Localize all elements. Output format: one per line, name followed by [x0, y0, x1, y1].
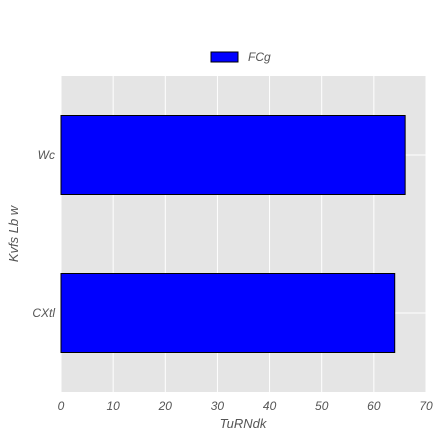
x-tick-label: 20	[158, 399, 173, 413]
bar-Wc	[60, 115, 406, 195]
x-tick-label: 30	[211, 399, 225, 413]
y-tick-labels: CXtl Wc	[32, 148, 55, 320]
legend-swatch	[210, 51, 239, 63]
x-tick-label: 60	[367, 399, 381, 413]
y-axis-label: Kvfs Lb w	[6, 204, 21, 262]
x-tick-label: 0	[58, 399, 65, 413]
legend: FCg	[210, 50, 271, 64]
x-tick-label: 50	[315, 399, 329, 413]
bar-CXtl	[60, 273, 396, 353]
x-tick-label: 70	[419, 399, 433, 413]
y-tick-label: CXtl	[32, 306, 55, 320]
bars	[60, 115, 406, 353]
x-tick-label: 10	[106, 399, 120, 413]
x-tick-labels: 0 10 20 30 40 50 60 70	[58, 399, 433, 413]
x-tick-label: 40	[263, 399, 277, 413]
y-tick-label: Wc	[38, 148, 55, 162]
legend-label: FCg	[248, 50, 271, 64]
x-axis-label: TuRNdk	[220, 416, 268, 431]
